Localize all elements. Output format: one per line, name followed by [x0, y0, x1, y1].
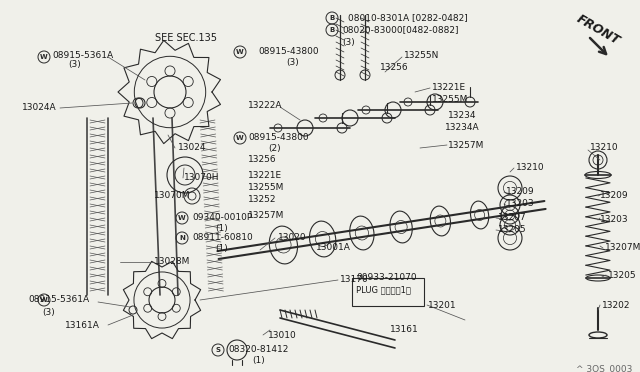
Text: 08320-81412: 08320-81412	[228, 346, 289, 355]
Text: 13252: 13252	[248, 196, 276, 205]
Text: 08010-8301A [0282-0482]: 08010-8301A [0282-0482]	[348, 13, 468, 22]
Text: B: B	[330, 27, 335, 33]
Text: 13170: 13170	[340, 276, 369, 285]
Text: 13222A: 13222A	[248, 100, 282, 109]
Text: (3): (3)	[342, 38, 355, 46]
Text: W: W	[40, 54, 48, 60]
Text: PLUG プラグ（1）: PLUG プラグ（1）	[356, 285, 411, 295]
Text: 00933-21070: 00933-21070	[356, 273, 417, 282]
Text: N: N	[179, 235, 185, 241]
Text: 13001A: 13001A	[316, 244, 351, 253]
Text: 13234: 13234	[448, 110, 477, 119]
Text: 13024: 13024	[178, 144, 207, 153]
Text: 13024A: 13024A	[22, 103, 56, 112]
Text: 13202: 13202	[602, 301, 630, 310]
Text: 13256: 13256	[248, 155, 276, 164]
Text: 13070H: 13070H	[184, 173, 220, 183]
Text: 13010: 13010	[268, 330, 297, 340]
Text: 13205: 13205	[608, 270, 637, 279]
Text: 08911-60810: 08911-60810	[192, 234, 253, 243]
Text: (1): (1)	[215, 244, 228, 253]
Text: 13203: 13203	[600, 215, 628, 224]
Text: 13210: 13210	[516, 164, 545, 173]
Text: 13209: 13209	[600, 190, 628, 199]
Text: 13257M: 13257M	[248, 211, 284, 219]
Text: 08020-83000[0482-0882]: 08020-83000[0482-0882]	[342, 26, 458, 35]
Text: (3): (3)	[68, 61, 81, 70]
Text: 08915-5361A: 08915-5361A	[52, 51, 113, 60]
Text: (3): (3)	[286, 58, 299, 67]
Text: 08915-5361A: 08915-5361A	[28, 295, 89, 305]
Text: S: S	[216, 347, 221, 353]
Text: W: W	[40, 297, 48, 303]
Text: B: B	[330, 15, 335, 21]
Text: (1): (1)	[252, 356, 265, 366]
Text: 13020: 13020	[278, 234, 307, 243]
Text: 08915-43800: 08915-43800	[258, 48, 319, 57]
Text: (2): (2)	[268, 144, 280, 153]
Text: 13161: 13161	[390, 326, 419, 334]
Text: 13256: 13256	[380, 64, 408, 73]
Text: (3): (3)	[42, 308, 55, 317]
Text: 13257M: 13257M	[448, 141, 484, 150]
Text: W: W	[236, 135, 244, 141]
Text: FRONT: FRONT	[574, 12, 622, 48]
Text: 13255N: 13255N	[404, 51, 440, 60]
Text: 13207M: 13207M	[605, 244, 640, 253]
Text: 13209: 13209	[506, 187, 534, 196]
Bar	[352, 278, 424, 306]
Text: 13255M: 13255M	[432, 96, 468, 105]
Text: ^ 3OS_0003: ^ 3OS_0003	[575, 364, 632, 372]
Text: 13203: 13203	[506, 199, 534, 208]
Text: W: W	[236, 49, 244, 55]
Text: 13210: 13210	[590, 144, 619, 153]
Text: 13201: 13201	[428, 301, 456, 310]
Text: 09340-0010P: 09340-0010P	[192, 214, 252, 222]
Text: W: W	[178, 215, 186, 221]
Text: 13255M: 13255M	[248, 183, 284, 192]
Text: 13234A: 13234A	[445, 124, 479, 132]
Text: 13205: 13205	[498, 225, 527, 234]
Text: 13207: 13207	[498, 214, 527, 222]
Text: 13221E: 13221E	[248, 170, 282, 180]
Text: 13070M: 13070M	[154, 192, 191, 201]
Text: SEE SEC.135: SEE SEC.135	[155, 33, 217, 43]
Text: 13028M: 13028M	[154, 257, 190, 266]
Text: (1): (1)	[215, 224, 228, 232]
Text: 08915-43800: 08915-43800	[248, 134, 308, 142]
Text: 13221E: 13221E	[432, 83, 466, 93]
Text: 13161A: 13161A	[65, 321, 100, 330]
